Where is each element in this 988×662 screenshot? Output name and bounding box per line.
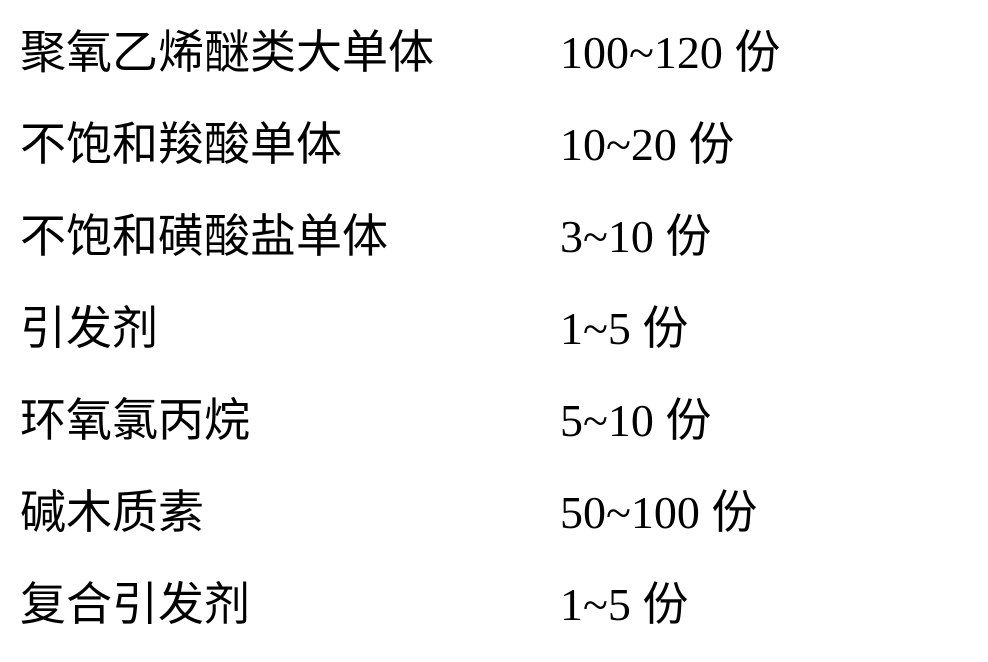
table-row: 不饱和羧酸单体 10~20 份 <box>20 98 968 192</box>
ingredient-value: 5~10 份 <box>560 398 711 444</box>
ingredient-value: 10~20 份 <box>560 122 734 168</box>
ingredient-value: 50~100 份 <box>560 490 757 536</box>
ingredient-label: 不饱和羧酸单体 <box>20 122 342 168</box>
ingredient-label: 聚氧乙烯醚类大单体 <box>20 30 434 76</box>
ingredient-label: 环氧氯丙烷 <box>20 398 250 444</box>
ingredient-value: 1~5 份 <box>560 306 688 352</box>
ingredient-label: 不饱和磺酸盐单体 <box>20 214 388 260</box>
table-row: 复合引发剂 1~5 份 <box>20 558 968 652</box>
table-row: 环氧氯丙烷 5~10 份 <box>20 374 968 468</box>
table-row: 不饱和磺酸盐单体 3~10 份 <box>20 190 968 284</box>
ingredient-value: 1~5 份 <box>560 582 688 628</box>
ingredient-value: 3~10 份 <box>560 214 711 260</box>
table-row: 引发剂 1~5 份 <box>20 282 968 376</box>
ingredient-label: 碱木质素 <box>20 490 204 536</box>
ingredient-value: 100~120 份 <box>560 30 780 76</box>
ingredient-list: 聚氧乙烯醚类大单体 100~120 份 不饱和羧酸单体 10~20 份 不饱和磺… <box>0 0 988 662</box>
ingredient-label: 引发剂 <box>20 306 158 352</box>
table-row: 碱木质素 50~100 份 <box>20 466 968 560</box>
table-row: 聚氧乙烯醚类大单体 100~120 份 <box>20 6 968 100</box>
ingredient-label: 复合引发剂 <box>20 582 250 628</box>
